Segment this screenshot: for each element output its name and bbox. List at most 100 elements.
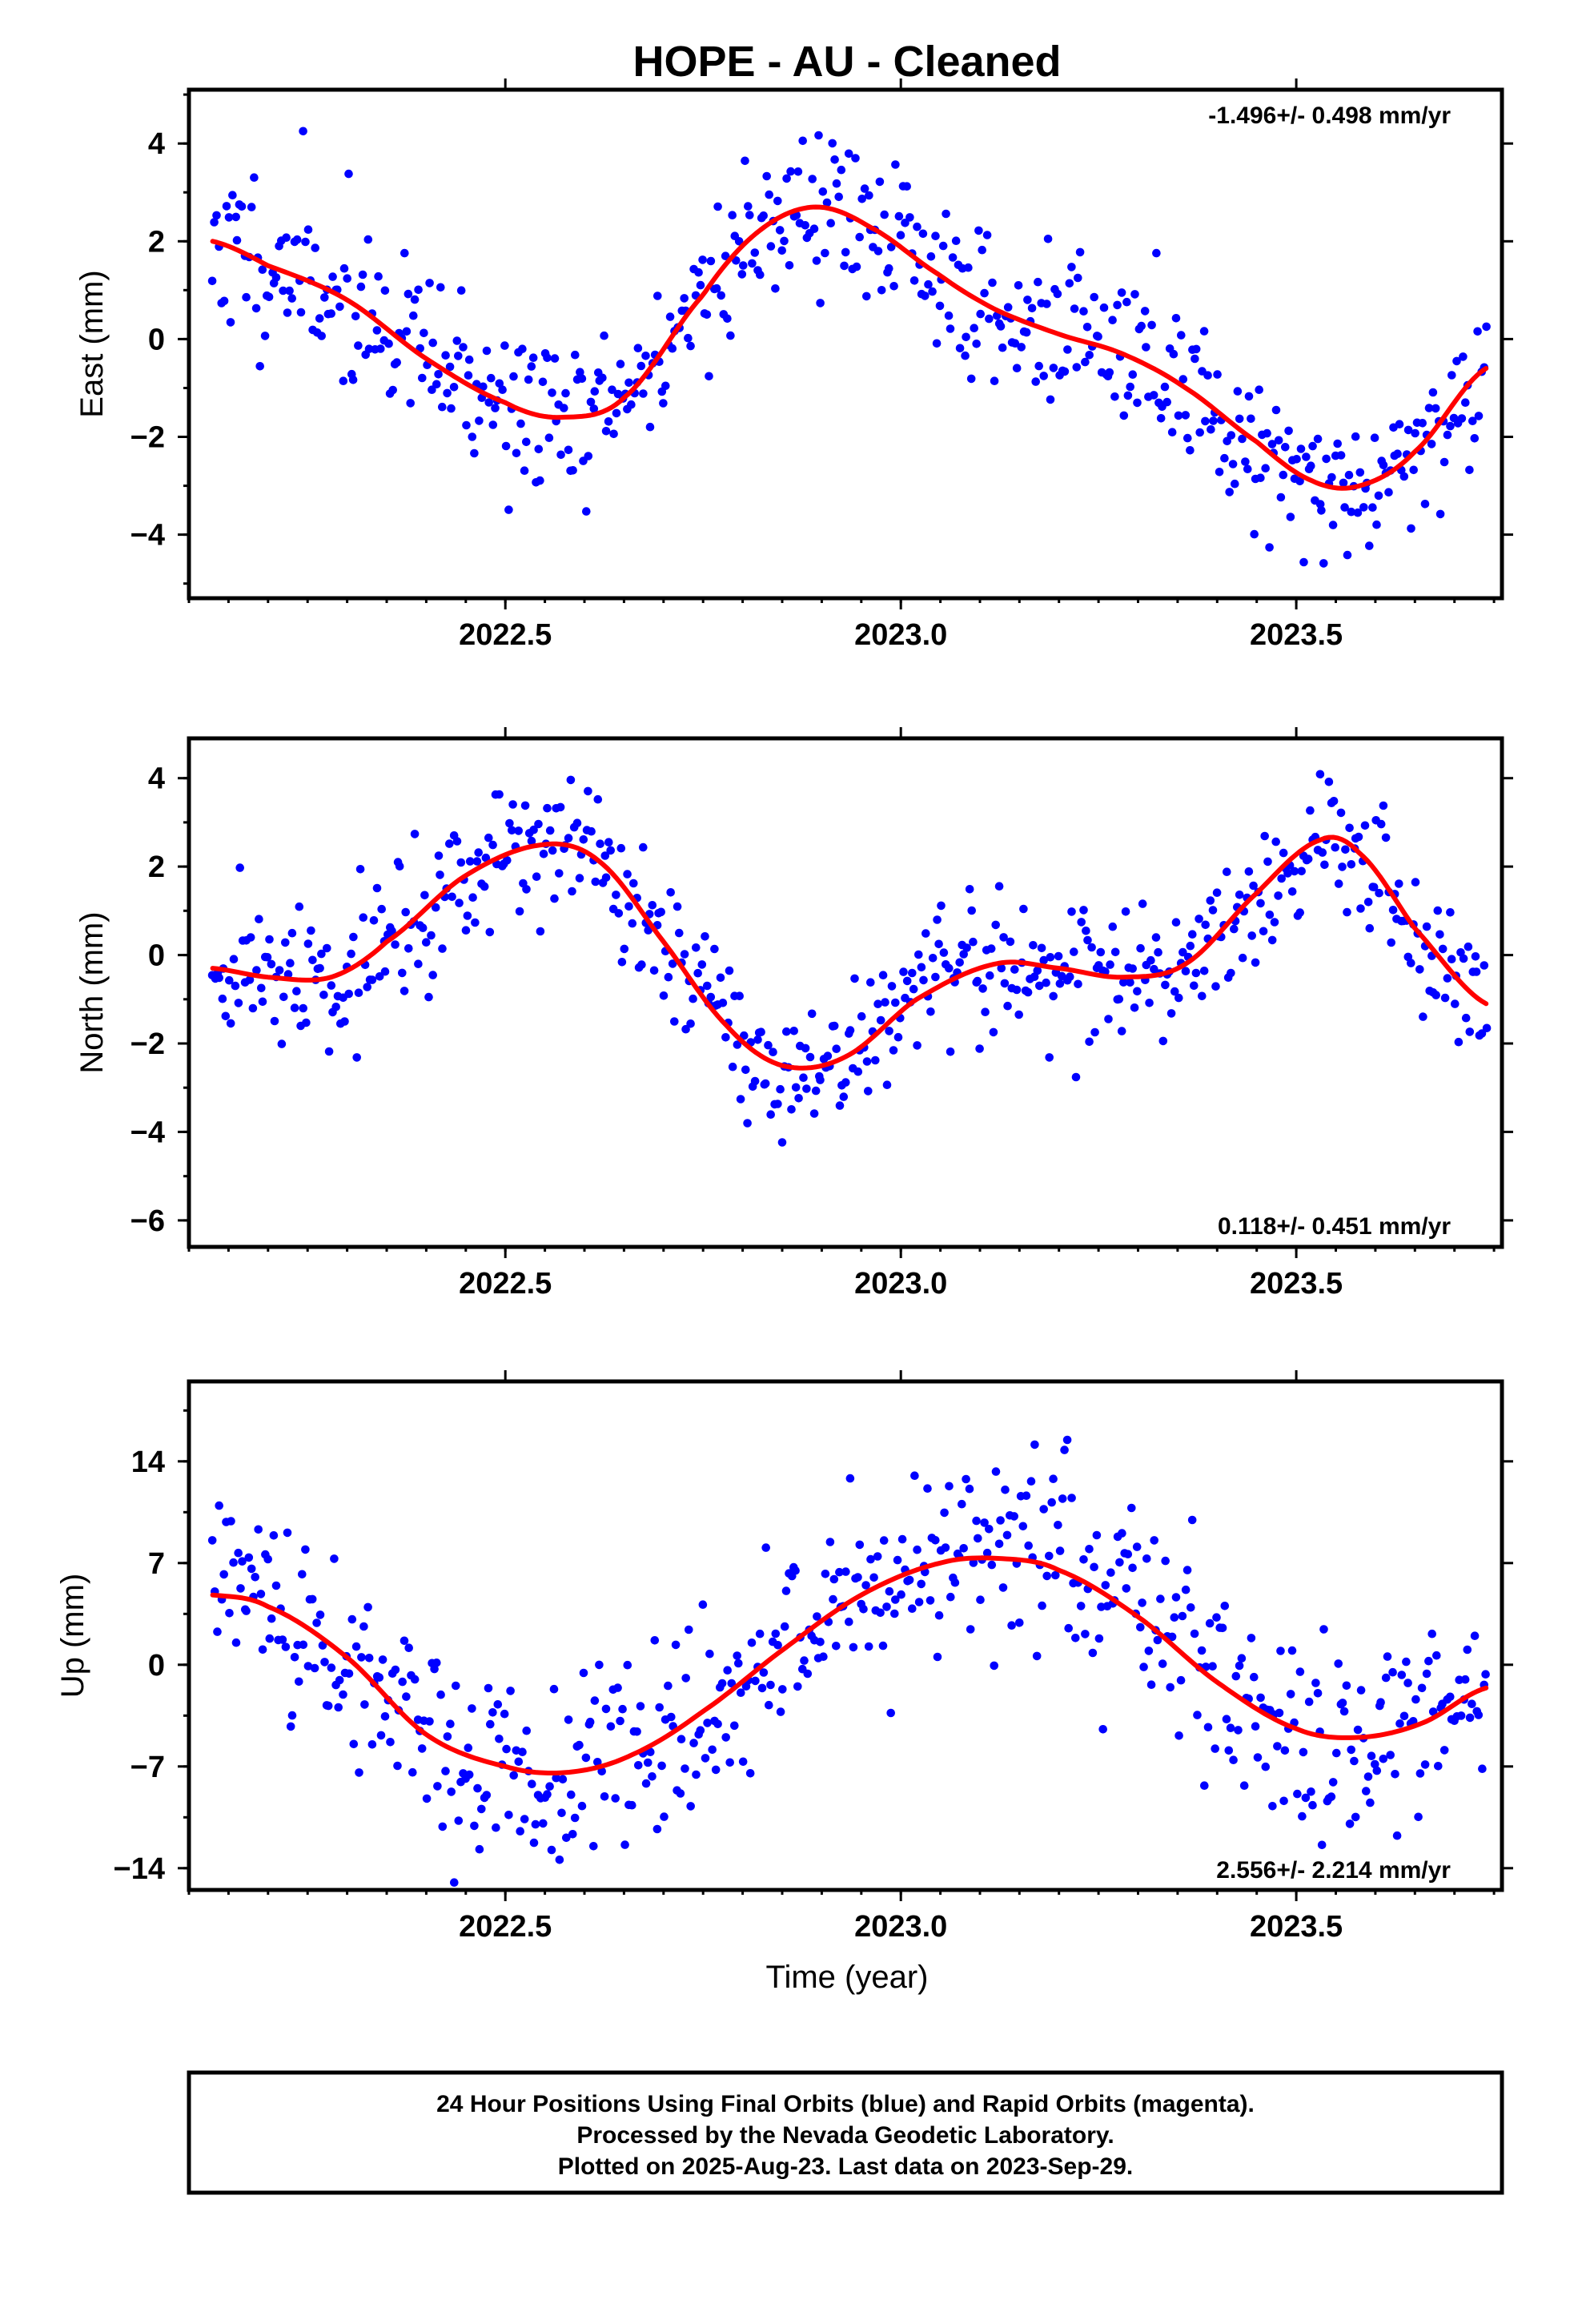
data-point: [495, 1735, 504, 1743]
data-point: [676, 1789, 685, 1798]
data-point: [417, 1744, 427, 1753]
data-point: [1407, 959, 1415, 967]
data-point: [593, 794, 603, 804]
data-point: [1117, 1027, 1126, 1035]
data-point: [335, 302, 344, 312]
up-panel: 2022.5 2023.0 2023.5 −14 −7 0 7 14 Up (mm) 2.556+…: [55, 1370, 1513, 1944]
data-point: [1366, 1798, 1375, 1807]
data-point: [934, 939, 943, 949]
data-point: [1139, 1663, 1148, 1671]
data-point: [384, 339, 393, 348]
data-point: [1010, 1512, 1018, 1521]
data-point: [472, 857, 482, 866]
data-point: [966, 1625, 975, 1634]
data-point: [1362, 1787, 1371, 1795]
data-point: [1267, 935, 1277, 945]
data-point: [438, 402, 447, 412]
data-point: [482, 1791, 492, 1799]
data-point: [1099, 303, 1109, 312]
data-point: [422, 1794, 432, 1803]
data-point: [398, 1677, 408, 1687]
data-point: [1082, 323, 1092, 332]
data-point: [1154, 947, 1162, 957]
data-point: [601, 873, 611, 883]
data-point: [713, 202, 722, 211]
data-point: [1319, 1625, 1328, 1634]
data-point: [811, 1086, 821, 1096]
data-point: [579, 835, 588, 844]
data-point: [1353, 1725, 1363, 1735]
data-point: [1065, 279, 1074, 288]
data-point: [959, 1544, 968, 1553]
data-point: [1227, 431, 1236, 440]
data-point: [572, 818, 582, 827]
chart-title: HOPE - AU - Cleaned: [632, 38, 1061, 86]
data-point: [766, 1110, 775, 1119]
data-point: [425, 279, 434, 287]
data-point: [1190, 981, 1199, 991]
data-point: [1198, 991, 1207, 1001]
data-point: [1074, 979, 1082, 989]
data-point: [829, 1021, 839, 1031]
data-point: [1338, 1699, 1347, 1707]
data-point: [1119, 411, 1129, 420]
data-point: [242, 1606, 251, 1615]
data-point: [1403, 425, 1413, 435]
data-point: [628, 1800, 636, 1810]
data-point: [750, 248, 760, 257]
data-point: [452, 1681, 460, 1691]
data-point: [374, 271, 383, 281]
data-point: [1234, 1726, 1243, 1735]
data-point: [575, 874, 584, 883]
data-point: [566, 775, 576, 785]
data-point: [488, 420, 498, 429]
data-point: [1388, 906, 1398, 915]
data-point: [248, 1003, 258, 1013]
data-point: [1319, 559, 1328, 568]
data-point: [433, 1782, 442, 1791]
data-point: [986, 971, 994, 980]
data-point: [448, 892, 456, 902]
data-point: [1231, 479, 1239, 489]
data-point: [1256, 473, 1265, 482]
data-point: [463, 911, 472, 920]
data-point: [468, 432, 477, 441]
data-point: [655, 1703, 664, 1712]
data-point: [614, 909, 624, 918]
data-point: [232, 235, 242, 245]
data-point: [1331, 842, 1339, 852]
data-point: [816, 1076, 825, 1084]
data-point: [1042, 300, 1051, 308]
data-point: [741, 1065, 750, 1075]
data-point: [871, 1055, 880, 1065]
data-point: [913, 1545, 921, 1554]
data-point: [697, 960, 707, 969]
data-point: [1049, 364, 1058, 372]
data-point: [782, 174, 791, 183]
data-point: [1170, 987, 1179, 996]
data-point: [1432, 1651, 1441, 1660]
data-point: [1336, 451, 1346, 460]
data-point: [664, 972, 673, 982]
data-point: [946, 1592, 955, 1602]
data-point: [613, 1683, 622, 1692]
data-point: [1296, 444, 1306, 453]
data-point: [1130, 290, 1139, 299]
data-point: [492, 1823, 500, 1832]
data-point: [606, 846, 615, 855]
data-point: [835, 1567, 844, 1577]
data-point: [851, 154, 860, 163]
data-point: [279, 992, 288, 1002]
data-point: [269, 1531, 279, 1540]
data-point: [1193, 1711, 1202, 1719]
data-point: [568, 1830, 577, 1839]
data-point: [737, 270, 747, 279]
data-point: [352, 1053, 362, 1062]
data-point: [1356, 1686, 1366, 1695]
data-point: [604, 838, 613, 846]
footer-box: [187, 2070, 1504, 2195]
data-point: [762, 171, 771, 181]
data-point: [1206, 896, 1215, 905]
data-point: [818, 187, 828, 196]
data-point: [923, 1484, 932, 1493]
